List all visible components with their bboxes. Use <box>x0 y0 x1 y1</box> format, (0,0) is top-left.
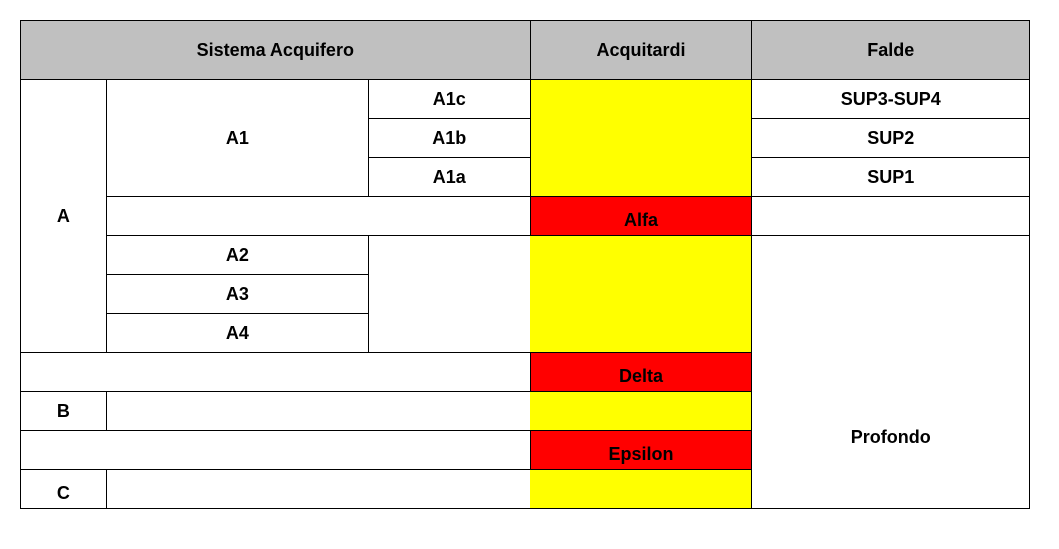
acq-delta: Delta <box>530 353 752 392</box>
acq-epsilon: Epsilon <box>530 431 752 470</box>
header-acquitardi: Acquitardi <box>530 21 752 80</box>
blank-a2a4-right <box>369 236 530 353</box>
cell-A4: A4 <box>106 314 368 353</box>
blank-c <box>106 470 530 509</box>
row-a2: A2 Profondo <box>21 236 1030 275</box>
cell-B: B <box>21 392 107 431</box>
header-falde: Falde <box>752 21 1030 80</box>
blank-b <box>106 392 530 431</box>
row-a1c: A A1 A1c SUP3-SUP4 <box>21 80 1030 119</box>
cell-A1: A1 <box>106 80 368 197</box>
header-row: Sistema Acquifero Acquitardi Falde <box>21 21 1030 80</box>
header-sistema: Sistema Acquifero <box>21 21 531 80</box>
acq-yellow-3 <box>530 392 752 431</box>
falde-sup34: SUP3-SUP4 <box>752 80 1030 119</box>
cell-A1a: A1a <box>369 158 530 197</box>
falde-sup2: SUP2 <box>752 119 1030 158</box>
cell-A1c: A1c <box>369 80 530 119</box>
acq-yellow-1 <box>530 80 752 197</box>
row-alfa: Alfa <box>21 197 1030 236</box>
blank-eps-left <box>21 431 531 470</box>
blank-alfa-left <box>106 197 530 236</box>
cell-A: A <box>21 80 107 353</box>
acq-yellow-4 <box>530 470 752 509</box>
cell-A2: A2 <box>106 236 368 275</box>
aquifer-table: Sistema Acquifero Acquitardi Falde A A1 … <box>20 20 1030 509</box>
falde-sup1: SUP1 <box>752 158 1030 197</box>
acq-yellow-2 <box>530 236 752 353</box>
cell-A1b: A1b <box>369 119 530 158</box>
cell-C: C <box>21 470 107 509</box>
blank-delta-left <box>21 353 531 392</box>
falde-blank-alfa <box>752 197 1030 236</box>
cell-A3: A3 <box>106 275 368 314</box>
falde-profondo: Profondo <box>752 236 1030 509</box>
acq-alfa: Alfa <box>530 197 752 236</box>
